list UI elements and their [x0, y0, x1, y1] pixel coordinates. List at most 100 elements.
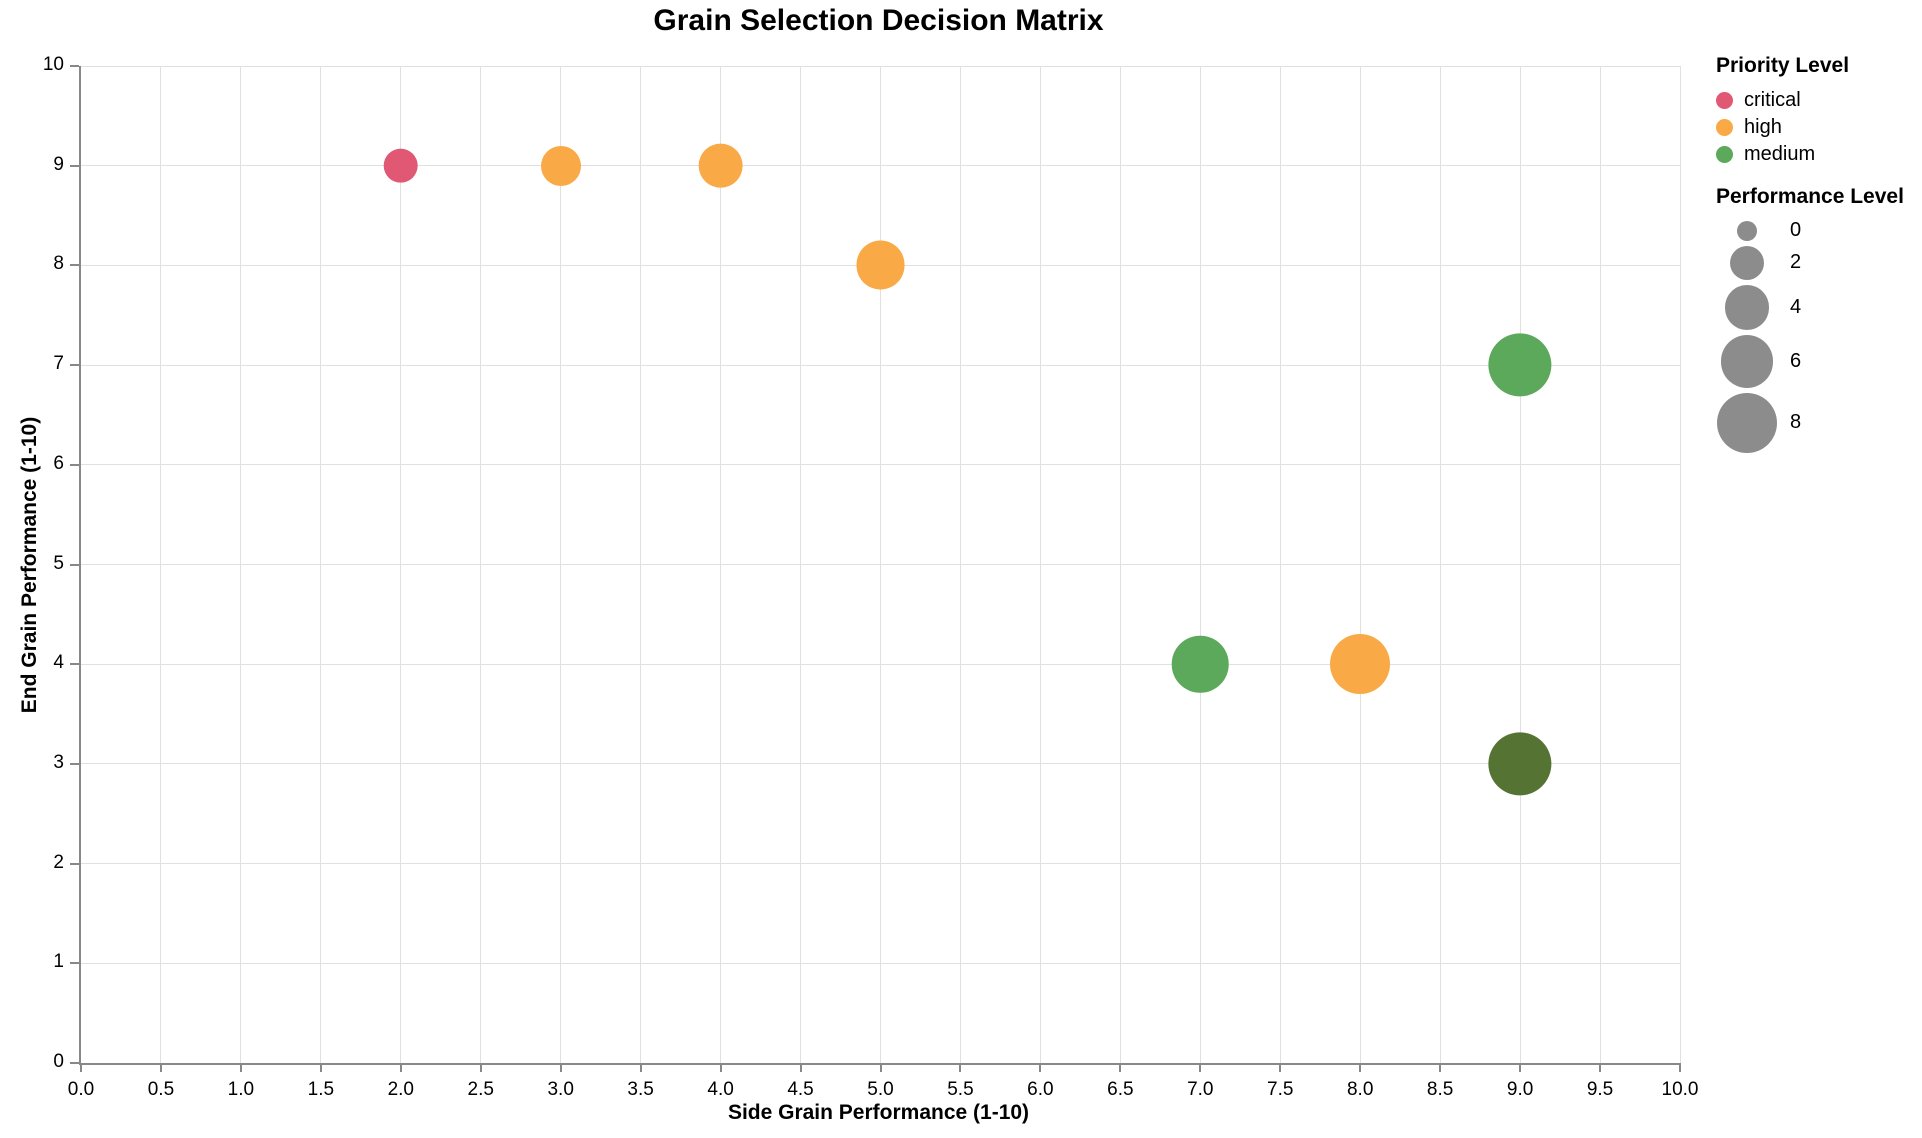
- gridline-vertical: [1679, 66, 1681, 1063]
- plot-area: 0.0 0.5 1.0 1.5 2.0 2.5 3.0 3.5 4.0 4.5 5.0 5.5 6.0 6…: [43, 54, 1699, 1100]
- priority-swatch-icon: [1716, 92, 1733, 109]
- y-tick-label: 10: [42, 54, 64, 75]
- x-tick-mark: [1519, 1063, 1522, 1072]
- x-tick-label: 7.0: [1187, 1079, 1214, 1100]
- priority-legend-label: medium: [1744, 143, 1816, 165]
- gridline-horizontal: [81, 364, 1680, 366]
- x-tick-mark: [639, 1063, 642, 1072]
- x-tick-label: 3.0: [547, 1079, 574, 1100]
- y-tick-label: 5: [53, 552, 64, 574]
- x-tick-label: 5.5: [947, 1079, 974, 1100]
- x-tick-label: 5.0: [867, 1079, 894, 1100]
- size-legend-label: 6: [1790, 349, 1802, 372]
- data-point-bubble: [540, 145, 581, 186]
- size-swatch-icon: [1724, 285, 1770, 330]
- priority-swatch-icon: [1716, 119, 1733, 136]
- gridline-horizontal: [81, 564, 1680, 565]
- size-legend-title: Performance Level: [1716, 185, 1904, 208]
- x-tick-mark: [879, 1063, 882, 1072]
- x-tick-label: 4.0: [707, 1079, 734, 1100]
- x-tick-label: 10.0: [1661, 1079, 1699, 1100]
- size-legend-row: 8: [1716, 390, 1922, 455]
- x-tick-mark: [1119, 1063, 1122, 1072]
- x-tick-mark: [1039, 1063, 1042, 1072]
- priority-legend-label: high: [1744, 116, 1782, 138]
- x-axis-title: Side Grain Performance (1-10): [727, 1101, 1030, 1124]
- size-legend-row: 0: [1716, 218, 1922, 243]
- y-tick-mark: [70, 762, 79, 765]
- size-legend-row: 6: [1716, 332, 1922, 390]
- legend: Priority Level critical high medium Perfor…: [1704, 54, 1922, 455]
- x-tick-mark: [1199, 1063, 1202, 1072]
- x-tick-label: 9.0: [1506, 1079, 1534, 1100]
- x-tick-mark: [319, 1063, 322, 1072]
- data-point-bubble: [856, 240, 905, 290]
- x-tick-label: 6.5: [1107, 1079, 1134, 1100]
- y-axis-title: End Grain Performance (1-10): [18, 416, 41, 714]
- y-tick-label: 0: [53, 1051, 64, 1072]
- size-legend-label: 8: [1790, 411, 1802, 434]
- size-legend-row: 4: [1716, 283, 1922, 333]
- gridline-horizontal: [81, 65, 1680, 67]
- gridline-horizontal: [81, 763, 1680, 765]
- y-tick-mark: [70, 862, 79, 865]
- x-tick-mark: [1679, 1063, 1681, 1072]
- x-tick-mark: [1279, 1063, 1282, 1072]
- y-tick-label: 1: [53, 951, 64, 973]
- data-point-bubble: [698, 143, 743, 189]
- y-tick-label: 9: [53, 153, 64, 175]
- x-tick-label: 9.5: [1586, 1079, 1614, 1100]
- x-tick-label: 3.5: [627, 1079, 654, 1100]
- x-tick-label: 1.5: [307, 1079, 335, 1100]
- priority-legend-row: high: [1716, 114, 1922, 141]
- data-point-bubble: [1172, 635, 1229, 693]
- data-point-bubble: [1330, 634, 1391, 695]
- size-legend-label: 2: [1790, 251, 1802, 274]
- x-tick-label: 1.0: [227, 1079, 255, 1100]
- size-swatch-cell: [1716, 392, 1778, 453]
- x-tick-mark: [479, 1063, 482, 1072]
- size-legend-row: 2: [1716, 243, 1922, 283]
- size-swatch-icon: [1717, 392, 1777, 453]
- y-tick-label: 7: [53, 353, 64, 375]
- x-tick-mark: [1439, 1063, 1442, 1072]
- x-tick-mark: [559, 1063, 562, 1072]
- legend-gap: [1704, 168, 1922, 185]
- size-swatch-icon: [1737, 220, 1757, 241]
- x-tick-mark: [239, 1063, 242, 1072]
- priority-swatch-icon: [1716, 146, 1733, 163]
- y-tick-mark: [70, 962, 79, 965]
- data-point-bubble: [1488, 333, 1552, 397]
- size-legend-label: 0: [1790, 219, 1802, 241]
- data-point-bubble: [383, 148, 419, 184]
- y-tick-label: 2: [53, 851, 64, 873]
- y-tick-mark: [70, 463, 79, 466]
- y-tick-mark: [70, 264, 79, 267]
- x-tick-label: 2.5: [467, 1079, 494, 1100]
- x-tick-mark: [719, 1063, 722, 1072]
- priority-legend-title: Priority Level: [1716, 54, 1850, 77]
- data-point-bubble: [1488, 732, 1552, 796]
- x-tick-mark: [159, 1063, 162, 1072]
- gridline-horizontal: [81, 165, 1680, 167]
- size-legend-items: 0 2 4 6 8: [1704, 218, 1922, 455]
- size-swatch-icon: [1729, 245, 1765, 281]
- size-swatch-cell: [1716, 285, 1778, 330]
- priority-legend-items: critical high medium: [1704, 87, 1922, 168]
- x-tick-mark: [959, 1063, 962, 1072]
- x-tick-label: 0.0: [67, 1079, 95, 1100]
- chart-title: Grain Selection Decision Matrix: [653, 4, 1104, 37]
- y-tick-mark: [70, 663, 79, 666]
- x-tick-mark: [1599, 1063, 1602, 1072]
- x-tick-label: 2.0: [387, 1079, 414, 1100]
- gridline-horizontal: [81, 464, 1680, 466]
- priority-legend-label: critical: [1744, 89, 1801, 111]
- x-tick-label: 8.0: [1346, 1079, 1374, 1100]
- priority-legend-row: critical: [1716, 87, 1922, 114]
- x-tick-label: 7.5: [1267, 1079, 1294, 1100]
- x-tick-label: 6.0: [1027, 1079, 1054, 1100]
- y-tick-mark: [70, 65, 79, 67]
- y-tick-mark: [70, 563, 79, 566]
- y-tick-label: 6: [53, 452, 64, 474]
- x-tick-mark: [799, 1063, 802, 1072]
